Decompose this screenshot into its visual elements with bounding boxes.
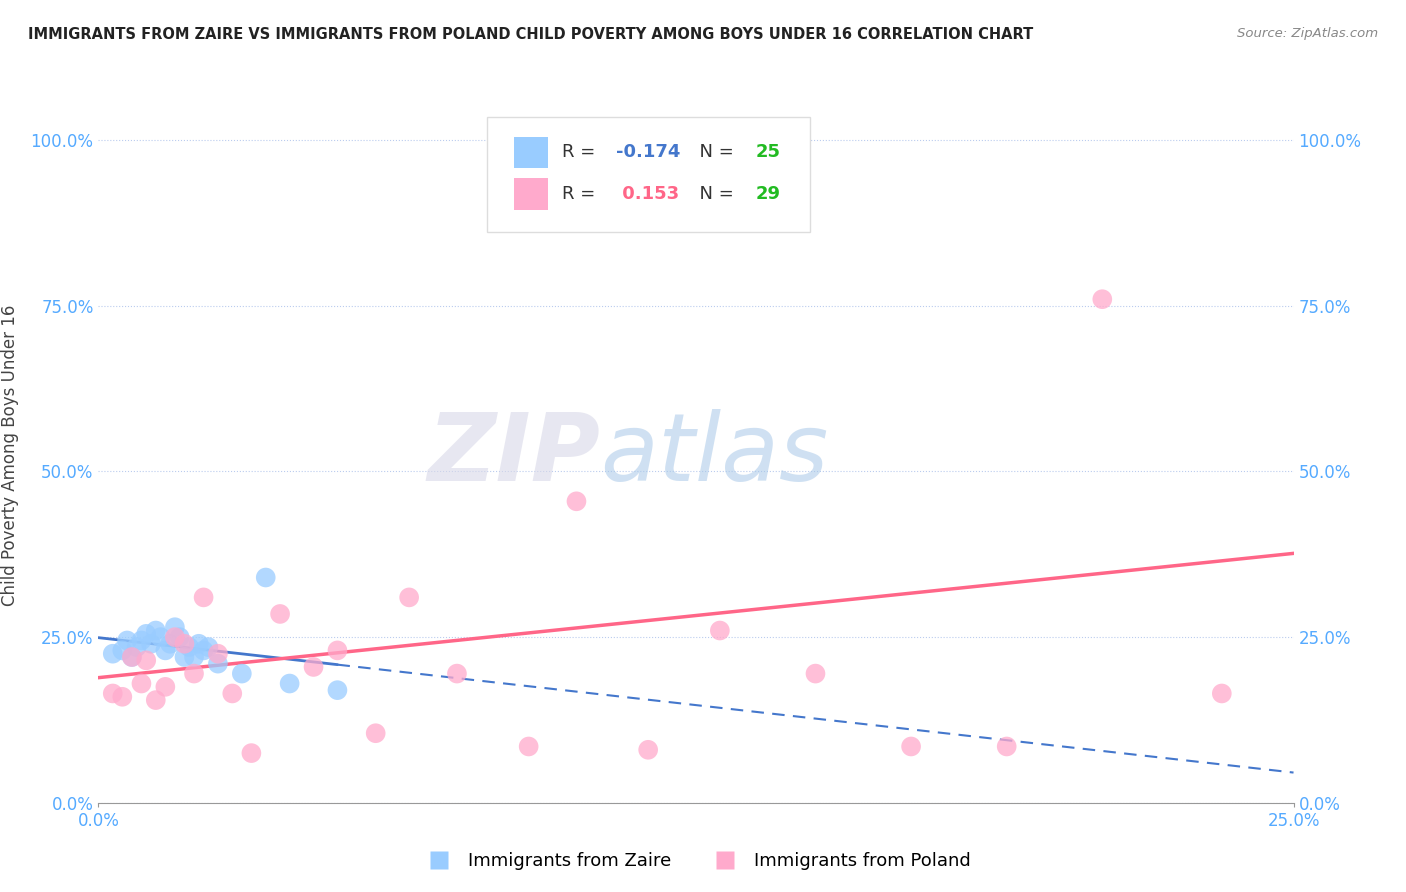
Text: ZIP: ZIP (427, 409, 600, 501)
Point (254, 570, 277, 584)
Point (207, 647, 229, 661)
Y-axis label: Child Poverty Among Boys Under 16: Child Poverty Among Boys Under 16 (1, 304, 20, 606)
Point (115, 633, 138, 648)
Point (125, 640, 148, 654)
Point (517, 739, 540, 754)
Point (121, 650, 143, 665)
Point (995, 739, 1018, 754)
Point (269, 607, 291, 621)
Text: R =: R = (562, 144, 602, 161)
Text: IMMIGRANTS FROM ZAIRE VS IMMIGRANTS FROM POLAND CHILD POVERTY AMONG BOYS UNDER 1: IMMIGRANTS FROM ZAIRE VS IMMIGRANTS FROM… (28, 27, 1033, 42)
Text: 25: 25 (756, 144, 780, 161)
Point (637, 743, 659, 757)
Point (231, 666, 253, 681)
Point (163, 630, 186, 644)
Text: Source: ZipAtlas.com: Source: ZipAtlas.com (1237, 27, 1378, 40)
Point (207, 657, 229, 671)
Point (179, 640, 201, 654)
Point (139, 637, 162, 651)
Point (565, 494, 588, 508)
Point (326, 683, 349, 698)
Point (193, 591, 215, 605)
Point (173, 637, 195, 651)
Point (709, 140, 731, 154)
Point (900, 739, 922, 754)
Point (398, 591, 420, 605)
Text: N =: N = (688, 144, 740, 161)
Text: 0.153: 0.153 (616, 185, 679, 203)
Point (155, 680, 177, 694)
Point (135, 627, 157, 641)
Point (111, 690, 134, 704)
Bar (515, 178, 548, 210)
Text: -0.174: -0.174 (616, 144, 681, 161)
Point (169, 630, 191, 644)
Point (131, 676, 153, 690)
Point (101, 686, 124, 700)
Point (1091, 292, 1114, 306)
Text: N =: N = (688, 185, 740, 203)
Point (163, 620, 186, 634)
Point (1211, 686, 1233, 700)
Point (446, 666, 468, 681)
Text: R =: R = (562, 185, 602, 203)
Point (131, 633, 153, 648)
Point (155, 643, 177, 657)
Point (159, 637, 181, 651)
Point (364, 726, 387, 740)
Point (173, 650, 195, 665)
Point (278, 676, 301, 690)
Legend: Immigrants from Zaire, Immigrants from Poland: Immigrants from Zaire, Immigrants from P… (413, 845, 979, 877)
Text: 29: 29 (756, 185, 780, 203)
Point (145, 624, 167, 638)
Point (135, 653, 157, 667)
Point (221, 686, 243, 700)
Text: atlas: atlas (600, 409, 828, 500)
Point (183, 666, 205, 681)
Bar (515, 136, 548, 168)
Point (145, 693, 167, 707)
Point (197, 640, 219, 654)
Point (187, 637, 209, 651)
FancyBboxPatch shape (486, 118, 810, 232)
Point (149, 630, 172, 644)
Point (302, 660, 325, 674)
Point (240, 746, 263, 760)
Point (804, 666, 827, 681)
Point (193, 643, 215, 657)
Point (183, 650, 205, 665)
Point (121, 650, 143, 665)
Point (326, 643, 349, 657)
Point (111, 643, 134, 657)
Point (101, 647, 124, 661)
Point (709, 624, 731, 638)
